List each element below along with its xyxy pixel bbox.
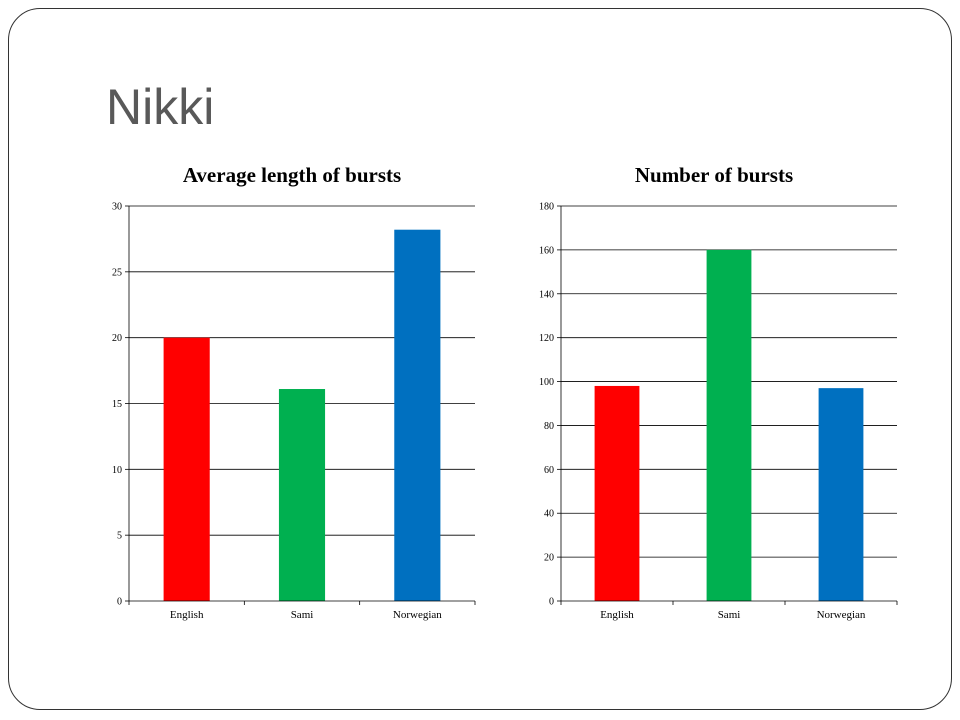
x-tick-label: Norwegian bbox=[393, 609, 442, 621]
y-tick-label: 25 bbox=[112, 267, 122, 278]
y-tick-label: 20 bbox=[112, 333, 122, 344]
y-tick-label: 40 bbox=[544, 509, 554, 520]
x-tick-label: English bbox=[170, 609, 204, 621]
bar-english bbox=[163, 337, 210, 601]
y-tick-label: 120 bbox=[539, 333, 554, 344]
y-tick-label: 20 bbox=[544, 553, 554, 564]
y-tick-label: 15 bbox=[112, 399, 122, 410]
y-tick-label: 10 bbox=[112, 465, 122, 476]
y-tick-label: 5 bbox=[117, 531, 122, 542]
y-tick-label: 160 bbox=[539, 245, 554, 256]
bar-norwegian bbox=[818, 388, 864, 601]
x-tick-label: English bbox=[600, 609, 634, 621]
y-tick-label: 30 bbox=[112, 202, 122, 213]
bar-norwegian bbox=[394, 229, 441, 601]
x-tick-label: Sami bbox=[291, 609, 314, 621]
y-tick-label: 100 bbox=[539, 377, 554, 388]
chart-title: Average length of bursts bbox=[183, 163, 401, 187]
bar-english bbox=[594, 385, 640, 601]
x-tick-label: Sami bbox=[718, 609, 741, 621]
bar-sami bbox=[278, 389, 326, 601]
y-tick-label: 180 bbox=[539, 202, 554, 213]
y-tick-label: 80 bbox=[544, 421, 554, 432]
y-tick-label: 140 bbox=[539, 289, 554, 300]
bar-sami bbox=[706, 249, 752, 601]
x-tick-label: Norwegian bbox=[817, 609, 866, 621]
chart-average-length-of-bursts: Average length of bursts 0 5 10 15 20 25 30 En… bbox=[112, 163, 476, 621]
chart-number-of-bursts: Number of bursts 0 20 40 60 80 100 120 140 160 18… bbox=[539, 163, 898, 621]
chart-title: Number of bursts bbox=[635, 163, 793, 187]
slide-title: Nikki bbox=[106, 79, 215, 135]
y-tick-label: 0 bbox=[117, 597, 122, 608]
y-tick-label: 60 bbox=[544, 465, 554, 476]
y-tick-label: 0 bbox=[549, 597, 554, 608]
